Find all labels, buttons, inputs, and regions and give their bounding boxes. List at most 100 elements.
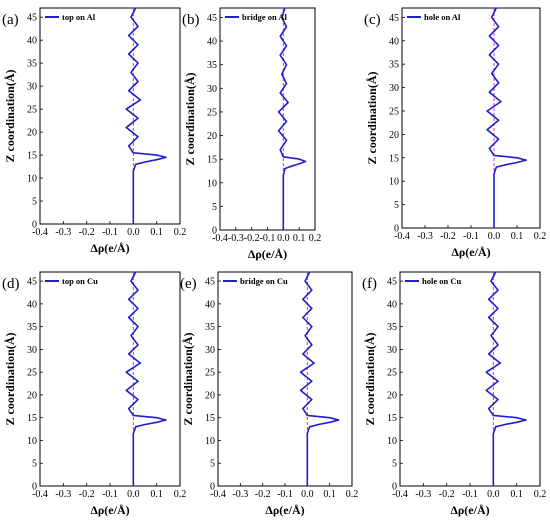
x-axis-label: Δρ(e/Å)	[450, 503, 489, 517]
data-point	[132, 170, 134, 172]
plot-frame	[39, 7, 181, 225]
legend-label: hole on Al	[424, 12, 461, 22]
x-tick-label: 0.2	[534, 489, 547, 500]
data-point	[125, 389, 127, 391]
data-point	[137, 25, 139, 27]
y-tick-label: 15	[27, 151, 37, 162]
x-tick-label: 0.1	[150, 489, 163, 500]
data-point	[128, 90, 130, 92]
x-axis-label: Δρ(e/Å)	[90, 503, 129, 517]
y-tick-label: 20	[205, 390, 215, 401]
y-tick-label: 30	[207, 84, 217, 95]
x-tick-label: -0.2	[79, 489, 95, 500]
data-point	[492, 433, 494, 435]
x-tick-label: -0.2	[440, 231, 456, 242]
data-point	[329, 417, 331, 419]
y-tick-label: 45	[387, 277, 397, 288]
data-point	[132, 223, 134, 225]
x-tick-label: -0.1	[463, 231, 479, 242]
y-tick-label: 25	[389, 106, 399, 117]
data-point	[137, 44, 139, 46]
x-tick-label: 0.1	[323, 489, 336, 500]
data-point	[516, 417, 518, 419]
data-point	[500, 101, 502, 103]
y-tick-label: 0	[392, 482, 397, 493]
data-point	[516, 157, 518, 159]
data-point	[490, 335, 492, 337]
series-line	[486, 7, 527, 228]
data-point	[156, 417, 158, 419]
x-tick-label: -0.4	[392, 489, 408, 500]
data-point	[279, 54, 281, 56]
x-tick-label: -0.4	[32, 227, 48, 238]
x-tick-label: 0.2	[534, 231, 547, 242]
x-tick-label: -0.4	[32, 489, 48, 500]
y-tick-label: 25	[207, 107, 217, 118]
data-point	[279, 35, 281, 37]
data-point	[132, 433, 134, 435]
data-point	[497, 380, 499, 382]
data-point	[278, 130, 280, 132]
y-tick-label: 10	[387, 436, 397, 447]
y-tick-label: 35	[389, 60, 399, 71]
data-point	[137, 289, 139, 291]
x-tick-label: -0.2	[255, 489, 271, 500]
data-point	[132, 186, 134, 188]
data-point	[516, 161, 518, 164]
data-point	[525, 159, 527, 161]
data-point	[128, 298, 130, 300]
data-point	[137, 344, 139, 346]
data-point	[304, 280, 306, 282]
data-point	[504, 164, 507, 166]
y-tick-label: 5	[210, 459, 215, 470]
x-tick-label: -0.3	[228, 233, 244, 244]
data-point	[130, 335, 132, 337]
data-point	[498, 138, 500, 140]
y-tick-label: 40	[207, 37, 217, 48]
data-point	[488, 298, 490, 300]
x-tick-label: -0.3	[232, 489, 248, 500]
x-tick-label: 0.0	[487, 489, 500, 500]
data-point	[137, 398, 139, 401]
data-point	[525, 419, 527, 421]
series-line	[485, 271, 527, 486]
data-point	[493, 190, 495, 192]
x-tick-label: 0.0	[488, 231, 501, 242]
data-point	[309, 426, 311, 428]
data-point	[311, 344, 313, 346]
data-point	[492, 439, 494, 442]
data-point	[130, 16, 132, 18]
data-point	[493, 180, 495, 182]
series-line	[125, 271, 167, 486]
y-tick-label: 25	[205, 368, 215, 379]
data-point	[156, 421, 158, 423]
panel-label: (a)	[2, 12, 19, 28]
x-tick-label: -0.4	[394, 231, 410, 242]
data-point	[313, 362, 315, 364]
data-point	[165, 156, 167, 158]
y-tick-label: 0	[32, 220, 37, 231]
data-point	[135, 163, 137, 165]
data-point	[135, 271, 137, 273]
legend-label: bridge on Al	[242, 12, 288, 22]
legend-label: bridge on Cu	[240, 276, 288, 286]
data-point	[144, 161, 146, 163]
data-point	[132, 177, 134, 179]
data-point	[298, 158, 300, 160]
data-point	[311, 307, 313, 309]
y-tick-label: 30	[205, 345, 215, 356]
series-line	[125, 7, 167, 224]
y-tick-label: 15	[387, 413, 397, 424]
x-tick-label: -0.1	[462, 489, 478, 500]
y-tick-label: 5	[392, 459, 397, 470]
data-point	[130, 71, 132, 73]
data-point	[497, 307, 499, 309]
data-point	[285, 139, 288, 141]
data-point	[285, 120, 288, 122]
x-tick-label: -0.4	[212, 233, 228, 244]
data-point	[492, 449, 494, 451]
x-tick-label: -0.2	[244, 233, 260, 244]
y-tick-label: 35	[205, 322, 215, 333]
data-point	[156, 159, 158, 161]
data-point	[488, 147, 490, 149]
